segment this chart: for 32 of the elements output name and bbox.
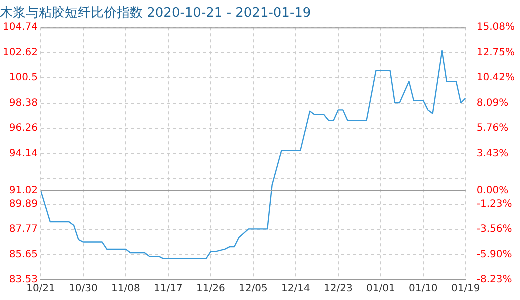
x-tick-label: 01/01 [366, 284, 396, 295]
y2-tick-label: 12.75% [476, 47, 516, 58]
y2-tick-label: -5.90% [476, 249, 512, 260]
y-tick-label: 87.77 [9, 224, 38, 236]
x-tick-label: 10/30 [69, 284, 98, 295]
y2-tick-label: 3.43% [476, 148, 509, 160]
y-tick-label: 91.02 [9, 185, 38, 196]
x-tick-label: 11/08 [112, 284, 140, 295]
y-tick-label: 96.26 [9, 123, 38, 134]
x-tick-label: 12/23 [324, 284, 353, 295]
y2-tick-label: 0.00% [476, 185, 509, 196]
x-tick-label: 12/14 [282, 284, 310, 295]
y2-tick-label: 15.08% [476, 22, 516, 34]
y-tick-label: 102.62 [2, 47, 38, 58]
x-tick-label: 12/05 [239, 284, 268, 295]
x-tick-label: 10/21 [26, 284, 56, 295]
x-tick-label: 11/26 [196, 284, 226, 295]
chart-title: 木浆与粘胶短纤比价指数 2020-10-21 - 2021-01-19 [0, 6, 312, 22]
y2-tick-label: -3.56% [476, 224, 512, 236]
x-tick-label: 11/17 [154, 284, 183, 295]
y-tick-label: 100.5 [9, 72, 38, 84]
y-tick-label: 104.74 [2, 22, 38, 34]
x-tick-label: 01/10 [408, 284, 438, 295]
y2-tick-label: 10.42% [476, 72, 516, 84]
y-tick-label: 98.38 [9, 98, 38, 109]
x-tick-label: 01/19 [451, 284, 480, 295]
y2-tick-label: 8.09% [476, 98, 509, 109]
y2-tick-label: 5.76% [476, 123, 509, 134]
y-tick-label: 85.65 [9, 249, 38, 260]
y-tick-label: 94.14 [9, 148, 38, 160]
y-tick-label: 89.89 [9, 198, 38, 210]
y2-tick-label: -1.23% [476, 198, 512, 210]
